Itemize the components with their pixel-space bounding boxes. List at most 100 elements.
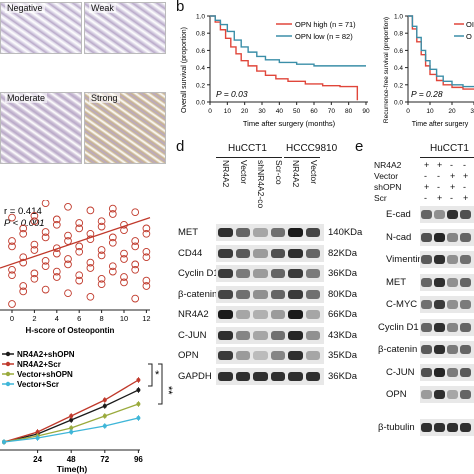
blot-band	[288, 228, 303, 237]
blot-e-cond-label: shOPN	[374, 182, 402, 192]
blot-band	[421, 322, 432, 332]
scatter-point	[108, 204, 117, 213]
blot-band	[218, 228, 233, 237]
scatter-point	[108, 267, 117, 276]
blot-band	[288, 269, 303, 278]
scatter-point	[41, 233, 50, 242]
blot-band	[460, 367, 471, 377]
scatter-point	[8, 237, 16, 245]
blot-band	[235, 289, 250, 299]
blot-d-kda: 80KDa	[328, 288, 358, 300]
tick-label: 4	[55, 314, 59, 323]
tick-label: 90	[362, 108, 370, 115]
blot-band	[253, 289, 268, 299]
blot-e-sign: +	[437, 160, 443, 170]
tick-label: 0.8	[394, 31, 403, 38]
blot-band	[305, 269, 320, 278]
rfs-legend-high: OI	[466, 20, 474, 29]
blot-d-lane-label: Vector	[308, 160, 319, 185]
blot-band	[305, 310, 320, 319]
scatter-point	[52, 220, 61, 229]
rfs-legend-low: O	[466, 32, 472, 41]
blot-band	[288, 351, 303, 360]
correlation-scatter: r = 0.414 P < 0.001 0 2 4 6 8 10 12 H-score of…	[0, 200, 151, 335]
rfs-pvalue: P = 0.28	[411, 89, 443, 99]
blot-band	[447, 345, 458, 354]
legend-label: Vector+shOPN	[17, 370, 73, 379]
tick-label: 50	[293, 108, 301, 115]
ihc-negative: Negative	[0, 2, 82, 54]
blot-band	[305, 289, 320, 299]
rfs-xlabel: Time after surgery	[412, 121, 469, 128]
blot-band	[460, 422, 471, 432]
tick-label: 70	[328, 108, 336, 115]
blot-band	[288, 289, 303, 299]
scatter-point	[131, 260, 140, 269]
tick-label: 6	[77, 314, 81, 323]
blot-d-row-label: Cyclin D1	[178, 268, 219, 279]
blot-e-sign: -	[450, 193, 453, 203]
scatter-point	[97, 274, 106, 283]
scatter-point	[52, 249, 61, 258]
blot-band	[460, 345, 471, 354]
tick-label: 0.0	[394, 100, 403, 107]
scatter-point	[41, 228, 50, 236]
scatter-point	[52, 273, 61, 281]
blot-band	[447, 390, 458, 399]
blot-e-cond-label: NR4A2	[374, 160, 402, 170]
blot-band	[421, 277, 432, 287]
blot-d-row-label: NR4A2	[178, 309, 209, 320]
blot-band	[270, 289, 285, 299]
blot-band	[434, 345, 445, 354]
blot-d-kda: 36KDa	[328, 268, 358, 279]
legend-label: NR4A2+shOPN	[17, 350, 75, 359]
scatter-point	[108, 210, 117, 218]
blot-band	[460, 255, 471, 264]
blot-band	[447, 322, 458, 332]
blot-d-row-label: C-JUN	[178, 329, 207, 341]
blot-d-strip	[216, 326, 324, 344]
blot-band	[434, 300, 445, 309]
blot-d-lane-label: NR4A2	[221, 160, 231, 188]
scatter-point	[86, 258, 95, 267]
growth-point	[69, 430, 74, 434]
overall-survival-plot: Overall survival (proportion) 0.0 0.2 0.4 0…	[181, 14, 370, 129]
scatter-point	[108, 262, 117, 271]
os-line-low	[210, 15, 366, 67]
scatter-point	[131, 208, 140, 217]
panel-letter-d: d	[176, 138, 185, 155]
blot-band	[447, 300, 458, 309]
tick-label: 10	[224, 108, 232, 115]
scatter-point	[30, 211, 39, 220]
blot-e-group: HuCCT1	[430, 143, 469, 154]
blot-band	[447, 210, 458, 219]
blot-band	[288, 330, 303, 340]
legend-marker	[5, 351, 11, 357]
blot-band	[460, 300, 471, 309]
blot-e-sign: +	[424, 182, 430, 192]
blot-d-row-label: GAPDH	[178, 370, 212, 382]
blot-band	[460, 390, 471, 399]
growth-point	[102, 404, 107, 408]
scatter-point	[120, 249, 128, 258]
blot-band	[421, 345, 432, 354]
scatter-point	[142, 224, 151, 233]
blot-band	[253, 310, 268, 319]
scatter-point	[120, 273, 128, 281]
scatter-point	[97, 246, 106, 254]
tick-label: 24	[33, 455, 42, 464]
scatter-point	[64, 231, 72, 240]
scatter-point	[75, 224, 84, 233]
tick-label: 72	[100, 455, 109, 464]
tick-label: 30	[258, 108, 266, 115]
blot-e-sign: -	[437, 182, 440, 192]
blot-band	[218, 371, 233, 381]
tick-label: 60	[310, 108, 318, 115]
tick-label: 12	[142, 314, 150, 323]
scatter-point	[120, 255, 128, 263]
scatter-point	[19, 282, 28, 290]
blot-e-sign: +	[424, 160, 430, 170]
ihc-weak: Weak	[84, 2, 166, 54]
growth-point	[136, 416, 141, 420]
blot-e-strip	[420, 341, 474, 358]
